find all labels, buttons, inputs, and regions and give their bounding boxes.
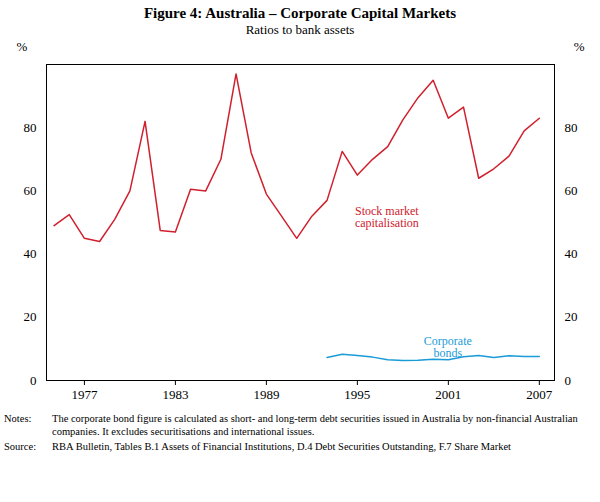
svg-text:80: 80 bbox=[565, 120, 578, 135]
html-text:RBA Bulletin, Tables B.1 Asset: RBA Bulletin, Tables B.1 Assets of Finan… bbox=[52, 441, 511, 452]
svg-text:60: 60 bbox=[565, 183, 578, 198]
svg-text:0: 0 bbox=[565, 373, 572, 388]
svg-text:60: 60 bbox=[24, 183, 37, 198]
html-text:Ratios to bank assets: Ratios to bank assets bbox=[245, 22, 355, 37]
html-text:Source:: Source: bbox=[4, 441, 37, 452]
svg-text:1995: 1995 bbox=[344, 387, 370, 402]
svg-text:80: 80 bbox=[24, 120, 37, 135]
svg-text:1983: 1983 bbox=[162, 387, 188, 402]
svg-text:Stock marketcapitalisation: Stock marketcapitalisation bbox=[355, 204, 419, 230]
svg-text:20: 20 bbox=[24, 309, 37, 324]
svg-text:40: 40 bbox=[565, 246, 578, 261]
svg-text:2001: 2001 bbox=[435, 387, 461, 402]
svg-text:1977: 1977 bbox=[71, 387, 98, 402]
html-text:The corporate bond figure is c: The corporate bond figure is calculated … bbox=[52, 413, 578, 437]
svg-text:%: % bbox=[17, 39, 28, 54]
svg-text:20: 20 bbox=[565, 309, 578, 324]
html-text:Notes:: Notes: bbox=[4, 413, 32, 424]
svg-text:Corporatebonds: Corporatebonds bbox=[424, 334, 472, 360]
svg-text:40: 40 bbox=[24, 246, 37, 261]
svg-text:1989: 1989 bbox=[253, 387, 279, 402]
svg-text:0: 0 bbox=[30, 373, 37, 388]
svg-text:2007: 2007 bbox=[526, 387, 553, 402]
svg-text:%: % bbox=[574, 39, 585, 54]
html-text:Figure 4: Australia – Corporat: Figure 4: Australia – Corporate Capital … bbox=[143, 5, 457, 21]
